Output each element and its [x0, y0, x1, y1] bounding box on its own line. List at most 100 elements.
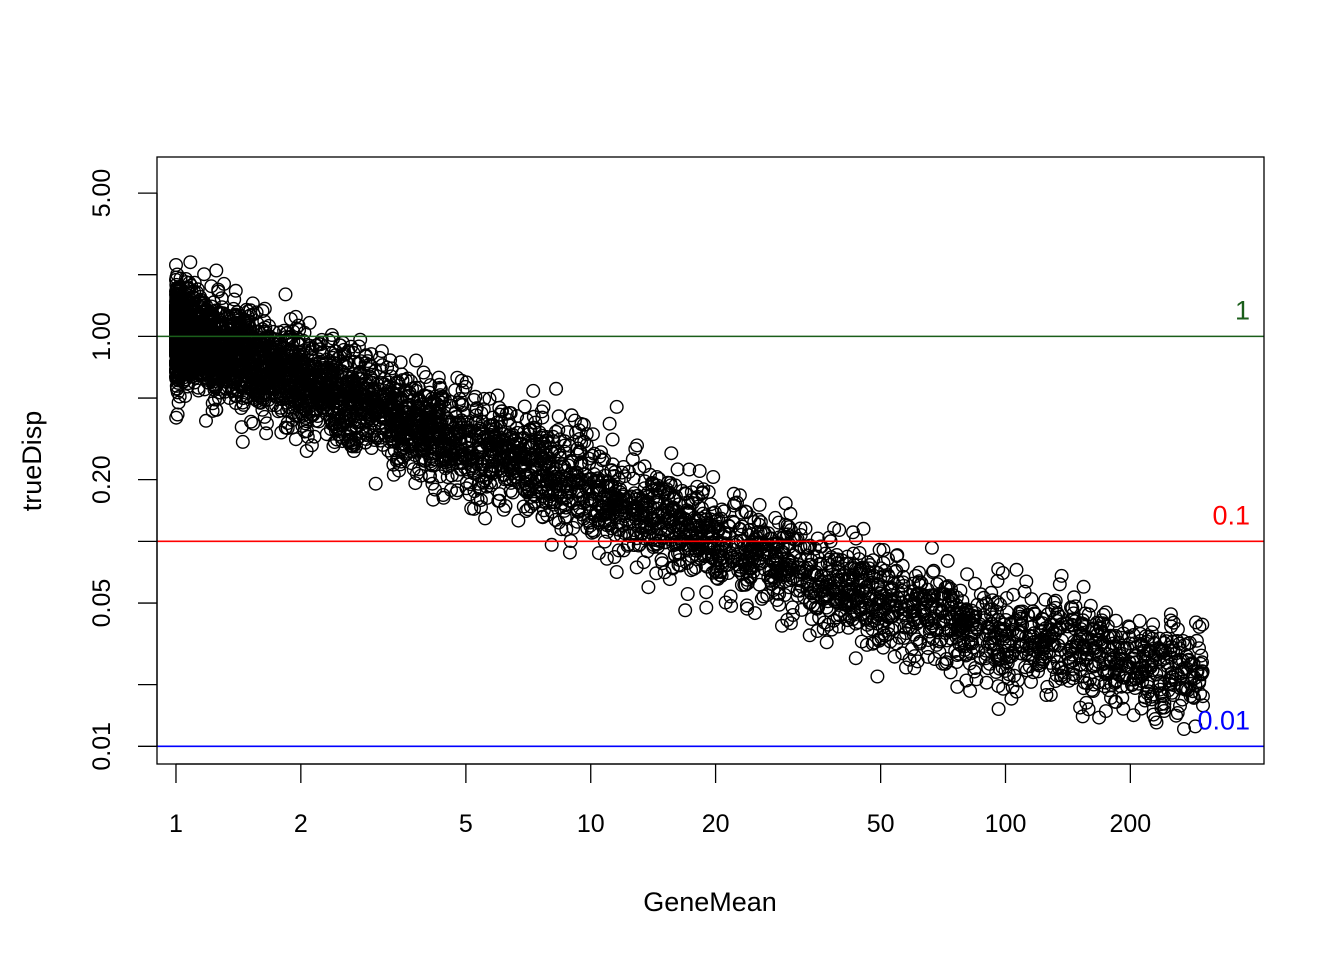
- scatter-point: [259, 375, 274, 390]
- scatter-point: [1163, 613, 1178, 628]
- scatter-point: [411, 411, 426, 426]
- scatter-point: [548, 512, 563, 527]
- scatter-point: [609, 565, 624, 580]
- scatter-point: [461, 423, 476, 438]
- scatter-point: [375, 358, 390, 373]
- scatter-point: [566, 520, 581, 535]
- scatter-point: [227, 292, 242, 307]
- scatter-point: [172, 389, 187, 404]
- scatter-point: [874, 630, 889, 645]
- scatter-point: [645, 532, 660, 547]
- scatter-point: [189, 353, 204, 368]
- scatter-point: [942, 594, 957, 609]
- scatter-point: [984, 607, 999, 622]
- scatter-point: [933, 586, 948, 601]
- scatter-point: [717, 536, 732, 551]
- scatter-point: [690, 489, 705, 504]
- scatter-point: [1040, 607, 1055, 622]
- scatter-point: [534, 451, 549, 466]
- scatter-point: [592, 449, 607, 464]
- scatter-point: [732, 488, 747, 503]
- scatter-point: [981, 620, 996, 635]
- scatter-point: [271, 359, 286, 374]
- scatter-point: [362, 362, 377, 377]
- scatter-point: [927, 588, 942, 603]
- scatter-point: [182, 275, 197, 290]
- scatter-point: [395, 440, 410, 455]
- scatter-point: [191, 299, 206, 314]
- scatter-point: [254, 388, 269, 403]
- scatter-point: [347, 354, 362, 369]
- scatter-point: [467, 501, 482, 516]
- scatter-point: [968, 576, 983, 591]
- scatter-point: [314, 345, 329, 360]
- scatter-point: [1008, 613, 1023, 628]
- scatter-point: [712, 567, 727, 582]
- scatter-point: [1074, 616, 1089, 631]
- scatter-point: [806, 589, 821, 604]
- scatter-point: [228, 326, 243, 341]
- scatter-point: [1170, 622, 1185, 637]
- scatter-point: [557, 434, 572, 449]
- scatter-point: [810, 624, 825, 639]
- scatter-point: [988, 629, 1003, 644]
- scatter-point: [408, 476, 423, 491]
- scatter-point: [716, 550, 731, 565]
- scatter-point: [943, 614, 958, 629]
- scatter-point: [496, 468, 511, 483]
- scatter-point: [539, 478, 554, 493]
- scatter-point: [309, 403, 324, 418]
- scatter-point: [464, 432, 479, 447]
- scatter-point: [1168, 654, 1183, 669]
- scatter-point: [201, 306, 216, 321]
- scatter-point: [1154, 688, 1169, 703]
- scatter-point: [182, 306, 197, 321]
- scatter-point: [750, 547, 765, 562]
- scatter-point: [798, 521, 813, 536]
- scatter-point: [756, 539, 771, 554]
- scatter-point: [1172, 698, 1187, 713]
- scatter-point: [738, 577, 753, 592]
- scatter-point: [1164, 619, 1179, 634]
- scatter-point: [599, 551, 614, 566]
- scatter-point: [193, 292, 208, 307]
- scatter-point: [1131, 676, 1146, 691]
- scatter-point: [1032, 616, 1047, 631]
- scatter-point: [1108, 694, 1123, 709]
- scatter-point: [477, 391, 492, 406]
- scatter-point: [377, 377, 392, 392]
- scatter-point: [216, 306, 231, 321]
- scatter-point: [189, 324, 204, 339]
- scatter-point: [1194, 648, 1209, 663]
- scatter-point: [890, 590, 905, 605]
- scatter-point: [1024, 592, 1039, 607]
- scatter-point: [1126, 708, 1141, 723]
- scatter-point: [556, 469, 571, 484]
- scatter-point: [460, 474, 475, 489]
- scatter-point: [891, 584, 906, 599]
- scatter-point: [908, 591, 923, 606]
- scatter-point: [203, 332, 218, 347]
- scatter-point: [1052, 577, 1067, 592]
- scatter-point: [533, 434, 548, 449]
- scatter-point: [615, 465, 630, 480]
- scatter-point: [1113, 646, 1128, 661]
- scatter-point: [212, 371, 227, 386]
- scatter-point: [418, 388, 433, 403]
- scatter-point: [410, 400, 425, 415]
- scatter-point: [519, 412, 534, 427]
- scatter-point: [428, 482, 443, 497]
- scatter-point: [354, 369, 369, 384]
- scatter-point: [646, 500, 661, 515]
- scatter-point: [426, 492, 441, 507]
- scatter-point: [970, 622, 985, 637]
- scatter-point: [824, 622, 839, 637]
- scatter-point: [473, 480, 488, 495]
- scatter-point: [1164, 650, 1179, 665]
- scatter-point: [292, 380, 307, 395]
- scatter-point: [234, 420, 249, 435]
- scatter-point: [185, 339, 200, 354]
- scatter-point: [546, 497, 561, 512]
- scatter-point: [502, 406, 517, 421]
- scatter-point: [575, 490, 590, 505]
